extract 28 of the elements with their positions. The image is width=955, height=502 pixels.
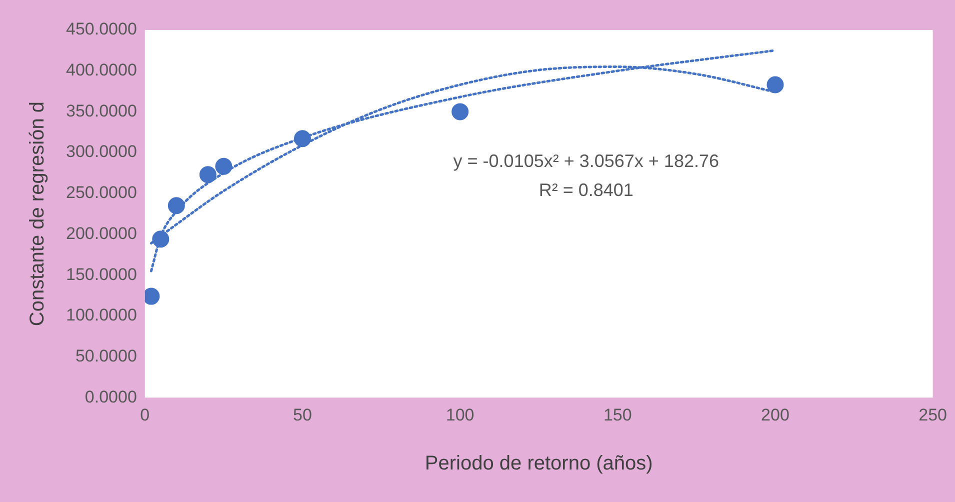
y-tick-label: 0.0000 [84, 387, 137, 406]
point [766, 76, 784, 94]
y-axis-title: Constante de regresión d [26, 102, 49, 326]
point [452, 103, 469, 120]
x-tick-label: 50 [293, 405, 312, 424]
y-tick-label: 350.0000 [66, 101, 137, 120]
annotation: R² = 0.8401 [538, 180, 634, 200]
x-tick-label: 200 [761, 405, 790, 424]
x-tick-label: 250 [918, 405, 948, 424]
point [152, 230, 170, 248]
y-tick-label: 400.0000 [66, 60, 137, 80]
point [215, 158, 232, 175]
y-tick-label: 150.0000 [66, 264, 137, 284]
x-tick-label: 100 [446, 405, 474, 424]
point [199, 166, 216, 184]
x-axis-title: Periodo de retorno (años) [424, 452, 653, 475]
x-tick-label: 150 [603, 405, 632, 424]
y-tick-label: 300.0000 [66, 142, 137, 162]
annotation: y = -0.0105x² + 3.0567x + 182.76 [453, 150, 719, 171]
y-tick-label: 100.0000 [66, 306, 137, 325]
point [168, 197, 185, 214]
x-tick-label: 0 [140, 405, 150, 424]
line-series [150, 49, 776, 272]
point [294, 130, 311, 148]
y-tick-label: 250.0000 [66, 183, 137, 202]
y-tick-label: 50.0000 [75, 346, 137, 366]
y-tick-label: 200.0000 [66, 224, 137, 243]
y-tick-label: 450.0000 [66, 20, 137, 39]
